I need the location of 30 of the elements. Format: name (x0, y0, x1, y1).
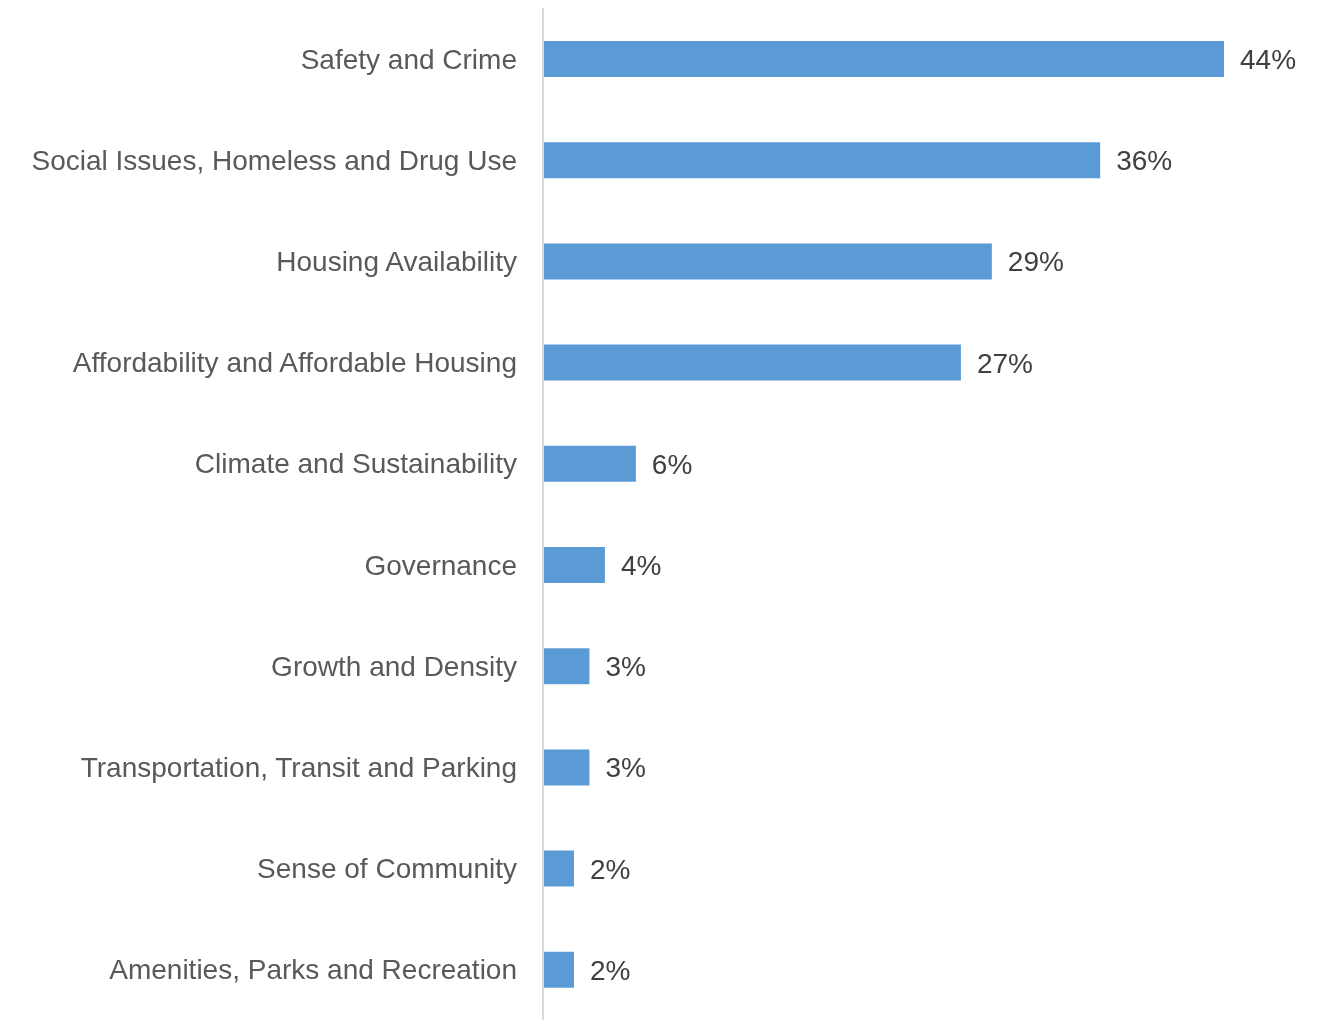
y-tick-label: Governance (364, 549, 517, 581)
bar (543, 951, 574, 988)
y-tick-label: Sense of Community (257, 853, 517, 885)
data-label: 27% (976, 347, 1033, 379)
bar (543, 142, 1101, 179)
bar (543, 749, 590, 786)
data-label: 2% (589, 853, 631, 885)
bar (543, 243, 992, 280)
data-label: 4% (620, 549, 662, 581)
data-label: 3% (605, 752, 646, 784)
data-label: 44% (1240, 43, 1297, 75)
bar (543, 41, 1224, 77)
y-tick-label: Amenities, Parks and Recreation (109, 954, 517, 986)
y-tick-label: Climate and Sustainability (194, 448, 517, 480)
data-label: 3% (605, 651, 646, 683)
bar (543, 547, 605, 583)
y-tick-label: Housing Availability (276, 245, 517, 277)
data-label: 29% (1007, 246, 1064, 278)
y-tick-label: Affordability and Affordable Housing (72, 347, 517, 379)
y-tick-label: Transportation, Transit and Parking (80, 751, 517, 783)
bar (543, 344, 961, 381)
bar (543, 850, 574, 887)
bar (543, 445, 636, 482)
y-tick-label: Social Issues, Homeless and Drug Use (31, 144, 517, 176)
data-label: 36% (1116, 145, 1173, 177)
data-label: 6% (651, 448, 693, 480)
y-tick-label: Safety and Crime (300, 43, 517, 75)
data-label: 2% (589, 954, 631, 986)
y-tick-label: Growth and Density (271, 650, 517, 682)
bar (543, 648, 590, 685)
